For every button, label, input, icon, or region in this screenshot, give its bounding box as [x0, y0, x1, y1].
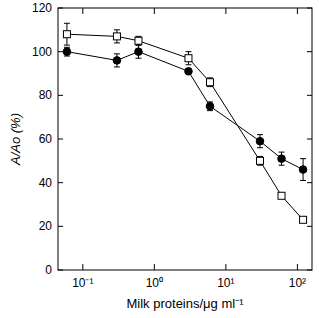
- x-tick: [297, 264, 298, 270]
- error-bar-cap: [257, 134, 263, 135]
- y-tick: [58, 139, 63, 140]
- y-tick: [307, 139, 312, 140]
- error-bar: [185, 52, 191, 65]
- error-bar-cap: [135, 58, 141, 59]
- y-tick: [307, 270, 312, 271]
- x-tick: [225, 264, 226, 270]
- error-bar-cap: [135, 45, 141, 46]
- x-tick: [225, 8, 226, 14]
- y-tick: [307, 182, 312, 183]
- error-bar: [114, 54, 120, 67]
- error-bar-cap: [135, 36, 141, 37]
- data-point: [63, 31, 70, 38]
- error-bar: [64, 47, 70, 56]
- error-bar: [300, 159, 306, 181]
- y-tick: [58, 8, 63, 9]
- error-bar: [207, 102, 213, 111]
- x-tick: [154, 264, 155, 270]
- data-point: [256, 157, 263, 164]
- plot-area: [63, 23, 307, 223]
- error-bar-cap: [279, 165, 285, 166]
- x-tick: [82, 264, 83, 270]
- error-bar-cap: [114, 66, 120, 67]
- y-tick-label: 20: [39, 219, 53, 233]
- data-point: [185, 68, 193, 76]
- error-bar-cap: [185, 64, 191, 65]
- y-tick: [58, 51, 63, 52]
- error-bar-cap: [257, 165, 263, 166]
- error-bar: [257, 135, 263, 148]
- x-tick-label: 10⁰: [146, 276, 163, 290]
- error-bar-cap: [114, 53, 120, 54]
- data-point: [63, 48, 71, 56]
- error-bar-cap: [257, 156, 263, 157]
- data-point: [113, 57, 121, 65]
- error-bar: [114, 30, 120, 43]
- error-bar-cap: [207, 77, 213, 78]
- y-tick: [307, 51, 312, 52]
- chart: 0 20 40 60 80 100 120 10⁻¹ 10⁰ 10¹ 10² Milk protein…: [0, 0, 319, 318]
- y-tick-label: 40: [39, 176, 53, 190]
- data-point: [135, 37, 142, 44]
- x-tick: [154, 8, 155, 14]
- y-tick-label: 0: [45, 263, 52, 277]
- data-point: [113, 33, 120, 40]
- x-tick-label: 10²: [289, 276, 306, 290]
- error-bar-cap: [64, 45, 70, 46]
- error-bar-cap: [114, 42, 120, 43]
- error-bar: [207, 78, 213, 87]
- error-bar: [64, 23, 70, 45]
- data-point: [256, 137, 264, 145]
- error-bar-cap: [64, 23, 70, 24]
- data-point: [185, 55, 192, 62]
- y-tick: [58, 226, 63, 227]
- data-point: [278, 192, 285, 199]
- error-bar: [135, 36, 141, 45]
- series-line: [67, 52, 303, 170]
- data-point: [135, 48, 143, 56]
- data-point: [299, 166, 307, 174]
- y-tick: [307, 95, 312, 96]
- plot-frame: [58, 8, 312, 270]
- error-bar-cap: [257, 147, 263, 148]
- series-line: [67, 34, 303, 220]
- y-tick: [307, 226, 312, 227]
- error-bar-cap: [207, 86, 213, 87]
- x-tick: [82, 8, 83, 14]
- error-bar: [135, 45, 141, 58]
- data-point: [300, 216, 307, 223]
- error-bar: [279, 152, 285, 165]
- y-tick-label: 100: [32, 45, 52, 59]
- y-tick: [58, 182, 63, 183]
- error-bar-cap: [185, 51, 191, 52]
- error-bar-cap: [135, 45, 141, 46]
- y-tick: [307, 8, 312, 9]
- data-point: [278, 155, 286, 163]
- x-tick-label: 10⁻¹: [72, 276, 93, 290]
- x-tick: [297, 8, 298, 14]
- y-tick: [58, 95, 63, 96]
- error-bar-cap: [300, 158, 306, 159]
- data-point: [206, 79, 213, 86]
- x-tick-label: 10¹: [217, 276, 234, 290]
- y-tick-label: 80: [39, 88, 53, 102]
- y-axis-label: A/Ao (%): [8, 113, 23, 166]
- error-bar-cap: [114, 29, 120, 30]
- error-bar: [257, 156, 263, 165]
- y-tick-label: 120: [32, 1, 52, 15]
- y-tick-label: 60: [39, 132, 53, 146]
- y-tick: [58, 270, 63, 271]
- data-point: [206, 102, 214, 110]
- error-bar-cap: [279, 152, 285, 153]
- error-bar-cap: [300, 180, 306, 181]
- x-axis-label: Milk proteins/μg ml⁻¹: [127, 296, 245, 311]
